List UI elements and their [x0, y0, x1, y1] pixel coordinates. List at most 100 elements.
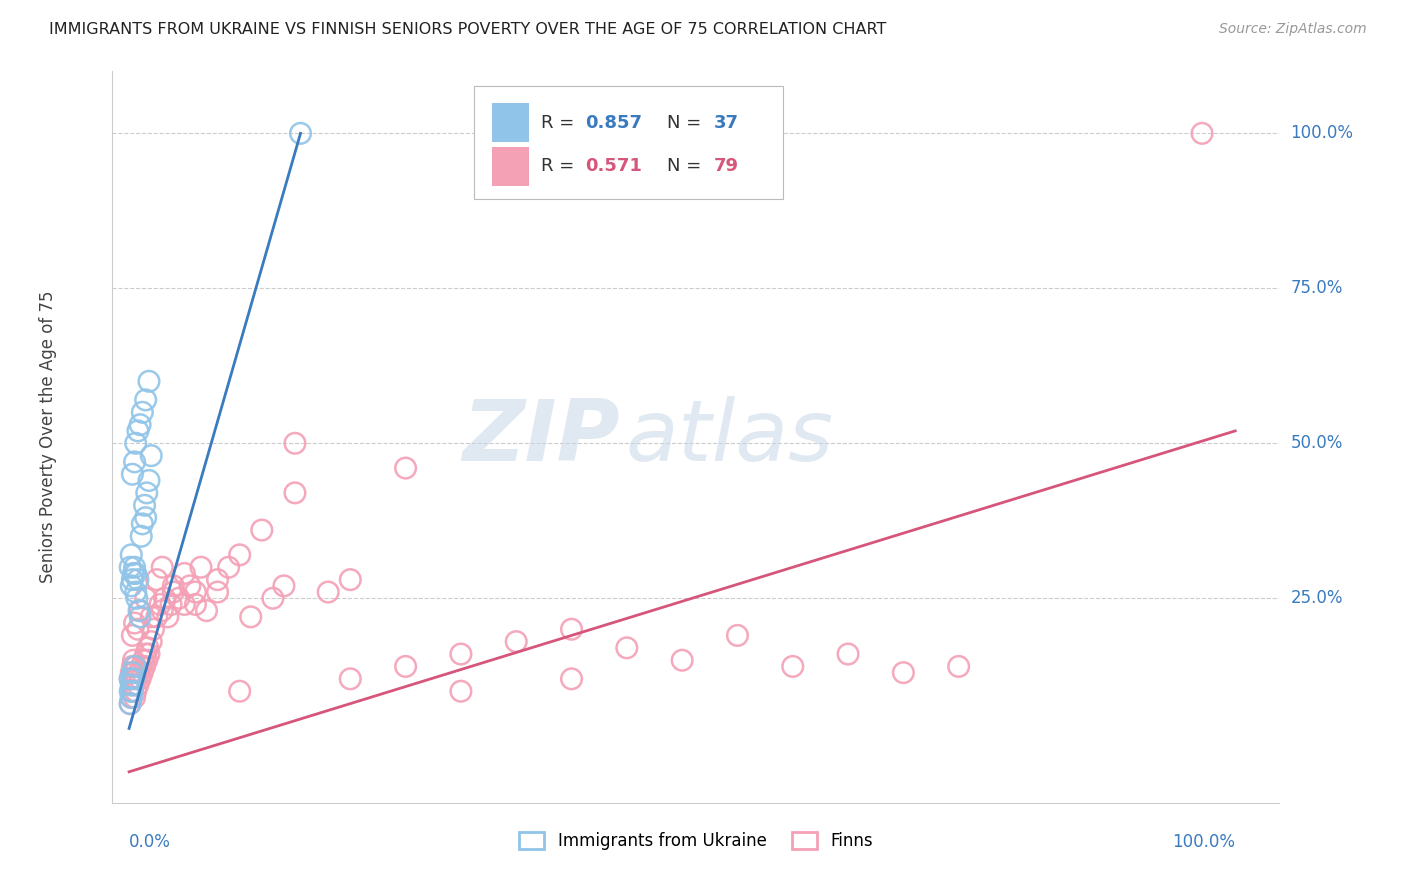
Point	[121, 684, 143, 698]
Point	[560, 672, 582, 686]
Point	[141, 449, 163, 463]
Point	[120, 697, 142, 711]
Point	[121, 684, 143, 698]
Point	[190, 560, 212, 574]
Point	[145, 573, 167, 587]
Point	[124, 690, 146, 705]
Point	[138, 474, 160, 488]
Point	[141, 634, 163, 648]
Point	[893, 665, 915, 680]
Point	[141, 610, 163, 624]
Point	[142, 622, 165, 636]
Point	[124, 560, 146, 574]
Point	[124, 615, 146, 630]
Point	[316, 585, 339, 599]
Point	[162, 585, 184, 599]
Point	[616, 640, 638, 655]
Point	[135, 647, 157, 661]
Point	[560, 622, 582, 636]
Point	[120, 678, 142, 692]
Point	[228, 684, 250, 698]
Point	[184, 585, 207, 599]
Point	[150, 560, 173, 574]
Text: R =: R =	[541, 113, 579, 131]
Point	[394, 659, 416, 673]
Text: 0.0%: 0.0%	[129, 833, 172, 851]
Point	[127, 573, 149, 587]
Point	[195, 604, 218, 618]
Point	[121, 628, 143, 642]
Point	[671, 653, 693, 667]
Point	[339, 573, 361, 587]
Point	[120, 690, 142, 705]
Point	[120, 672, 142, 686]
Point	[273, 579, 295, 593]
Point	[837, 647, 859, 661]
Point	[162, 579, 184, 593]
Point	[129, 610, 152, 624]
Point	[132, 653, 155, 667]
Point	[134, 498, 156, 512]
Text: 25.0%: 25.0%	[1291, 590, 1343, 607]
Point	[128, 665, 150, 680]
Point	[135, 591, 157, 606]
Text: 37: 37	[713, 113, 738, 131]
Point	[131, 516, 153, 531]
FancyBboxPatch shape	[474, 86, 783, 200]
Point	[262, 591, 284, 606]
Point	[290, 126, 312, 140]
Point	[122, 678, 145, 692]
Point	[173, 598, 195, 612]
Point	[782, 659, 804, 673]
Point	[184, 598, 207, 612]
Point	[339, 672, 361, 686]
Point	[129, 417, 152, 432]
Point	[394, 461, 416, 475]
Point	[122, 566, 145, 581]
Point	[727, 628, 749, 642]
Point	[125, 672, 148, 686]
Point	[127, 424, 149, 438]
Point	[136, 640, 159, 655]
Point	[505, 634, 527, 648]
Point	[134, 659, 156, 673]
Point	[129, 659, 152, 673]
Point	[153, 591, 176, 606]
Point	[121, 467, 143, 482]
Text: N =: N =	[666, 113, 707, 131]
Point	[127, 622, 149, 636]
Point	[150, 604, 173, 618]
Point	[179, 579, 201, 593]
Point	[228, 548, 250, 562]
Point	[218, 560, 240, 574]
Point	[124, 455, 146, 469]
Point	[250, 523, 273, 537]
Point	[207, 585, 229, 599]
Point	[284, 436, 307, 450]
Point	[284, 486, 307, 500]
Point	[120, 697, 142, 711]
Point	[160, 598, 183, 612]
Point	[145, 610, 167, 624]
Point	[948, 659, 970, 673]
Text: Seniors Poverty Over the Age of 75: Seniors Poverty Over the Age of 75	[39, 291, 58, 583]
Text: 100.0%: 100.0%	[1173, 833, 1236, 851]
Point	[135, 392, 157, 407]
Point	[450, 647, 472, 661]
Text: R =: R =	[541, 158, 579, 176]
FancyBboxPatch shape	[492, 147, 529, 186]
Point	[125, 436, 148, 450]
Text: 79: 79	[713, 158, 738, 176]
Point	[121, 659, 143, 673]
Point	[125, 684, 148, 698]
Text: N =: N =	[666, 158, 707, 176]
Text: IMMIGRANTS FROM UKRAINE VS FINNISH SENIORS POVERTY OVER THE AGE OF 75 CORRELATIO: IMMIGRANTS FROM UKRAINE VS FINNISH SENIO…	[49, 22, 887, 37]
Point	[156, 610, 179, 624]
Point	[124, 665, 146, 680]
Text: 50.0%: 50.0%	[1291, 434, 1343, 452]
FancyBboxPatch shape	[492, 103, 529, 142]
Point	[128, 604, 150, 618]
Point	[124, 659, 146, 673]
Point	[239, 610, 262, 624]
Point	[120, 690, 142, 705]
